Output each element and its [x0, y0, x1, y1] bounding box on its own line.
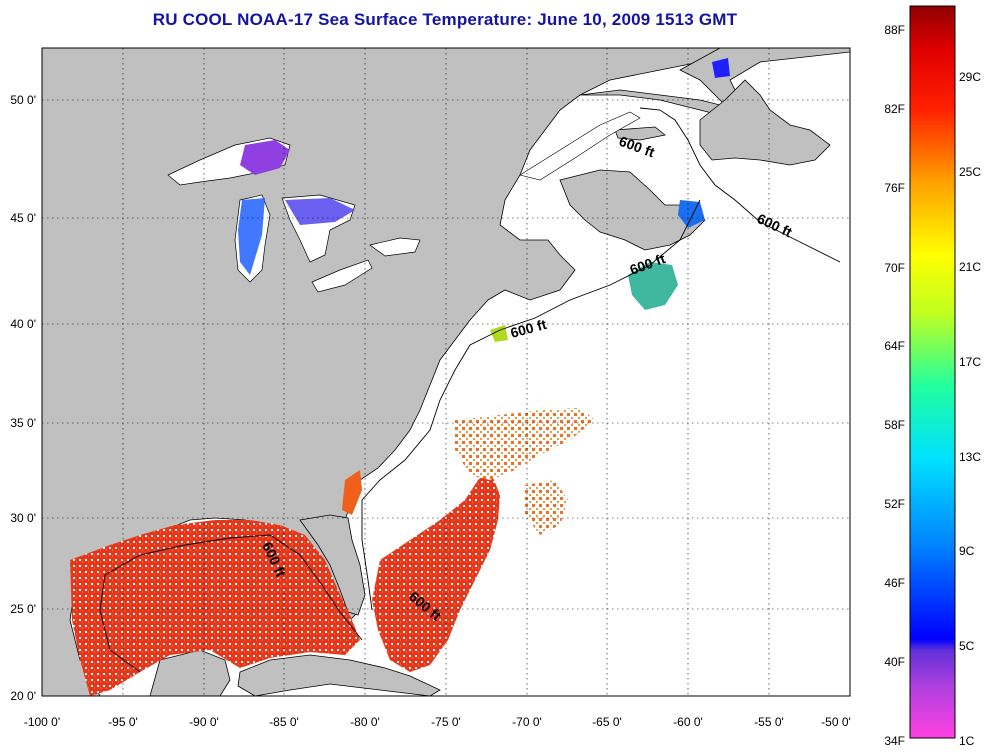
- sst-atlantic-warm: [372, 470, 500, 672]
- land-florida: [299, 514, 366, 616]
- contour-600ft: [99, 107, 841, 673]
- sst-georges-bank: [628, 262, 678, 310]
- sst-labrador-cold: [712, 58, 730, 78]
- land-anticosti: [614, 126, 666, 141]
- lake-erie: [311, 259, 373, 293]
- lon-tick-label: -70 0': [512, 715, 542, 729]
- lon-axis: -100 0' -95 0' -90 0' -85 0' -80 0' -75 …: [24, 715, 851, 729]
- sst-superior-cold: [240, 140, 290, 175]
- lat-axis: 50 0' 45 0' 40 0' 35 0' 30 0' 25 0' 20 0…: [10, 93, 36, 703]
- lon-tick-label: -75 0': [431, 715, 461, 729]
- sst-michigan-cold: [238, 198, 265, 275]
- lon-tick-label: -95 0': [108, 715, 138, 729]
- lat-tick-label: 20 0': [10, 689, 36, 703]
- lon-tick-label: -90 0': [189, 715, 219, 729]
- map-title: RU COOL NOAA-17 Sea Surface Temperature:…: [152, 10, 738, 29]
- sst-gulf-of-mexico: [70, 520, 360, 696]
- plot-frame: [41, 47, 851, 697]
- graticule: [42, 48, 850, 696]
- sst-carolina-coast: [342, 470, 362, 515]
- lat-tick-label: 45 0': [10, 211, 36, 225]
- lat-tick-label: 50 0': [10, 93, 36, 107]
- land-newfoundland: [699, 79, 831, 166]
- lat-tick-label: 40 0': [10, 317, 36, 331]
- sst-maritime-cold: [678, 200, 705, 228]
- lat-tick-label: 35 0': [10, 416, 36, 430]
- land-quebec: [579, 48, 850, 121]
- lake-ontario: [369, 237, 421, 257]
- st-lawrence: [519, 111, 641, 181]
- lon-tick-label: -50 0': [821, 715, 851, 729]
- lon-tick-label: -85 0': [269, 715, 299, 729]
- lon-tick-label: -55 0': [754, 715, 784, 729]
- lat-tick-label: 25 0': [10, 602, 36, 616]
- sst-sargasso-patch: [525, 480, 568, 535]
- lon-tick-label: -65 0': [592, 715, 622, 729]
- lon-tick-label: -80 0': [350, 715, 380, 729]
- lon-tick-label: -100 0': [24, 715, 60, 729]
- sst-atlantic-scattered: [455, 408, 595, 480]
- lon-tick-label: -60 0': [673, 715, 703, 729]
- land-maritimes: [559, 169, 706, 251]
- land-cuba: [237, 654, 441, 696]
- lat-tick-label: 30 0': [10, 511, 36, 525]
